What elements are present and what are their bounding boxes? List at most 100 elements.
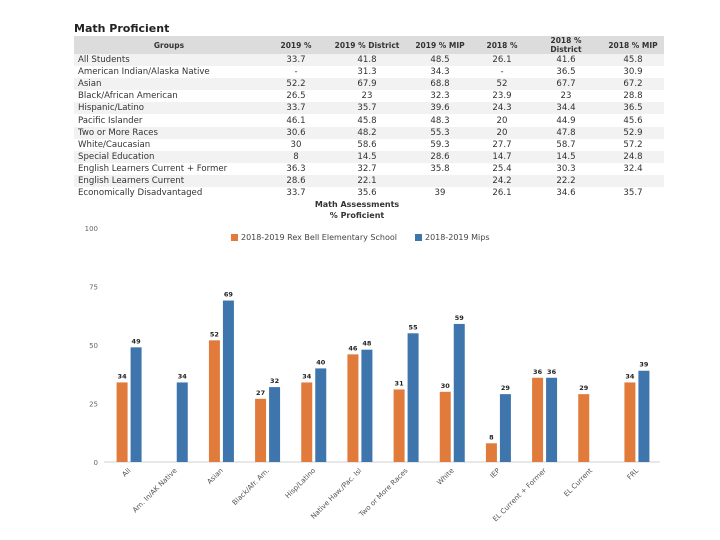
- data-label: 29: [501, 384, 511, 392]
- table-cell-value: 41.8: [328, 54, 406, 67]
- x-tick-label: Black/Afr. Am.: [231, 467, 271, 507]
- data-label: 29: [579, 384, 589, 392]
- table-cell-value: 23: [361, 91, 373, 102]
- bar-school: [116, 382, 128, 462]
- table-cell-value: 23: [560, 91, 572, 102]
- legend-swatch-0: [231, 234, 238, 241]
- bar-mips: [130, 347, 142, 462]
- y-tick-label: 50: [89, 342, 98, 350]
- data-label: 36: [533, 368, 543, 376]
- table-cell-value: 57.2: [623, 139, 643, 150]
- table-cell-group: All Students: [74, 54, 264, 67]
- table-cell-value: 24.2: [474, 174, 530, 188]
- y-tick-label: 75: [89, 284, 98, 292]
- table-cell-value: 32.7: [357, 163, 377, 174]
- header-2018-pct: 2018 %: [474, 36, 530, 54]
- table-cell-value: 31.3: [357, 67, 377, 78]
- header-2019-district: 2019 % District: [328, 36, 406, 54]
- bar-mips: [222, 300, 234, 462]
- table-cell-value: 14.5: [530, 150, 602, 163]
- table-cell-value: 35.6: [357, 188, 377, 199]
- data-label: 34: [178, 372, 188, 380]
- table-cell-value: 14.5: [328, 150, 406, 163]
- table-cell-group: Special Education: [74, 150, 264, 163]
- table-cell-value: 52.9: [602, 126, 664, 139]
- bar-mips: [499, 394, 511, 462]
- page-title: Math Proficient: [74, 22, 170, 35]
- data-label: 34: [118, 372, 128, 380]
- table-cell-value: 47.8: [530, 126, 602, 139]
- bar-school: [624, 382, 636, 462]
- table-cell-value: 30.9: [623, 67, 643, 78]
- table-cell-value: 20: [474, 126, 530, 139]
- data-label: 27: [256, 389, 265, 397]
- table-cell-value: 45.8: [602, 54, 664, 67]
- data-label: 39: [639, 361, 649, 369]
- bar-school: [485, 443, 497, 462]
- table-row: English Learners Current + Former 36.3 32.…: [74, 163, 664, 175]
- x-tick-label: All: [121, 467, 133, 479]
- table-cell-value: 14.7: [474, 150, 530, 163]
- table-cell-value: 33.7: [264, 102, 328, 115]
- data-label: 31: [395, 379, 405, 387]
- y-tick-label: 25: [89, 401, 98, 409]
- table-cell-value: 59.3: [430, 139, 450, 150]
- table-cell-value: 28.6: [406, 150, 474, 163]
- x-tick-label: Native Haw./Pac. Isl: [309, 467, 363, 521]
- table-cell-value: 30: [290, 139, 302, 150]
- table-cell-group: Black/African American: [78, 91, 178, 102]
- data-label: 30: [441, 382, 451, 390]
- chart-subtitle: % Proficient: [330, 211, 385, 220]
- table-cell-value: 67.9: [328, 78, 406, 91]
- table-cell-group: Hispanic/Latino: [74, 102, 264, 115]
- table-cell-value: 24.3: [474, 102, 530, 115]
- table-cell-value: 28.8: [623, 91, 643, 102]
- bar-mips: [315, 368, 327, 462]
- table-cell-value: 32.3: [430, 91, 450, 102]
- table-cell-group: Economically Disadvantaged: [78, 188, 203, 199]
- x-tick-label: Asian: [206, 467, 225, 486]
- table-cell-value: 24.8: [602, 150, 664, 163]
- data-label: 52: [210, 330, 219, 338]
- table-cell-group: American Indian/Alaska Native: [78, 67, 210, 78]
- table-cell-value: 45.6: [623, 115, 643, 126]
- y-tick-label: 100: [85, 225, 98, 233]
- bar-school: [255, 398, 267, 462]
- data-label: 55: [409, 323, 419, 331]
- data-label: 40: [316, 358, 326, 366]
- table-row: Economically Disadvantaged 33.7 35.6 39 26.1…: [74, 187, 664, 199]
- table-cell-group: Pacific Islander: [78, 115, 143, 126]
- bar-school: [439, 391, 451, 462]
- x-tick-label: EL Current: [562, 467, 594, 499]
- data-label: 48: [362, 340, 372, 348]
- table-cell-value: 46.1: [286, 115, 306, 126]
- x-tick-label: White: [436, 467, 456, 487]
- table-cell-value: 26.1: [492, 188, 512, 199]
- table-cell-value: 52: [474, 78, 530, 91]
- legend-swatch-1: [415, 234, 422, 241]
- table-cell-value: 26.1: [474, 54, 530, 67]
- header-groups: Groups: [74, 36, 264, 54]
- table-row: Two or More Races 30.6 48.2 55.3 20 47.8 52.9: [74, 126, 664, 139]
- table-cell-value: 33.7: [286, 188, 306, 199]
- bar-mips: [269, 387, 281, 462]
- table-cell-value: 52.2: [264, 78, 328, 91]
- data-label: 69: [224, 291, 234, 299]
- table-cell-value: 58.7: [556, 139, 576, 150]
- table-cell-group: White/Caucasian: [78, 139, 151, 150]
- table-cell-value: 44.9: [556, 115, 576, 126]
- table-cell-value: 68.8: [406, 78, 474, 91]
- header-2019-pct: 2019 %: [264, 36, 328, 54]
- table-row: English Learners Current 28.6 22.1 24.2 22.2: [74, 174, 664, 188]
- table-cell-value: 34.6: [556, 188, 576, 199]
- bar-mips: [361, 349, 373, 462]
- table-row: Hispanic/Latino 33.7 35.7 39.6 24.3 34.4 36.5: [74, 102, 664, 115]
- table-cell-value: -: [500, 67, 504, 78]
- header-2018-mip: 2018 % MIP: [602, 36, 664, 54]
- header-2018-district: 2018 % District: [530, 36, 602, 54]
- table-cell-value: 48.5: [406, 54, 474, 67]
- data-label: 8: [489, 433, 494, 441]
- table-cell-value: 27.7: [492, 139, 512, 150]
- table-cell-group: English Learners Current: [74, 174, 264, 188]
- bar-school: [347, 354, 359, 462]
